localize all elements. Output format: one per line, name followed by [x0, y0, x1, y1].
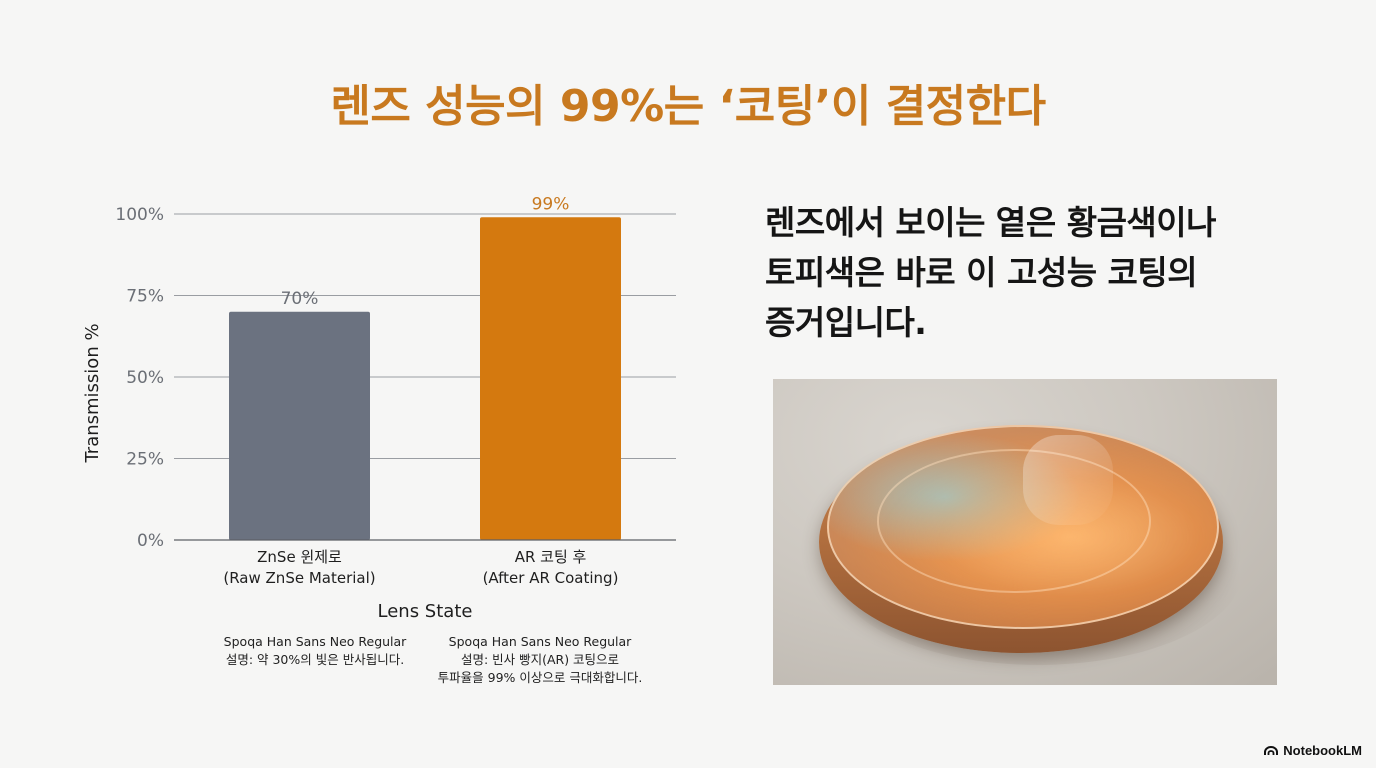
- lens-glare: [1023, 435, 1113, 525]
- y-tick-label: 25%: [126, 450, 164, 470]
- y-tick-label: 75%: [126, 287, 164, 307]
- note-line: 설명: 약 30%의 빛은 반사됩니다.: [225, 652, 405, 667]
- side-statement-line: 토피색은 바로 이 고성능 코팅의: [765, 253, 1198, 292]
- side-statement: 렌즈에서 보이는 옅은 황금색이나 토피색은 바로 이 고성능 코팅의 증거입니…: [765, 198, 1325, 348]
- bar-note-coated: Spoqa Han Sans Neo Regular 설명: 빈사 빵지(AR)…: [410, 633, 670, 687]
- lens-inner-ring: [877, 449, 1151, 593]
- x-tick-label: AR 코팅 후: [515, 548, 587, 566]
- slide-title: 렌즈 성능의 99%는 ‘코팅’이 결정한다: [330, 81, 1046, 132]
- bar: [480, 217, 621, 540]
- y-tick-label: 100%: [115, 205, 164, 225]
- note-line: 투파율을 99% 이상으로 극대화합니다.: [437, 670, 643, 685]
- side-statement-line: 렌즈에서 보이는 옅은 황금색이나: [765, 203, 1217, 242]
- x-axis-title: Lens State: [378, 601, 473, 622]
- x-tick-label: ZnSe 윈제로: [257, 548, 342, 566]
- bar-note-raw: Spoqa Han Sans Neo Regular 설명: 약 30%의 빛은…: [200, 633, 430, 669]
- data-label: 99%: [532, 194, 570, 214]
- side-statement-line: 증거입니다.: [765, 303, 927, 342]
- brand-name: NotebookLM: [1283, 743, 1362, 758]
- notebooklm-logo-icon: [1264, 745, 1279, 755]
- bar: [229, 311, 370, 540]
- x-tick-label: (Raw ZnSe Material): [223, 569, 375, 587]
- y-tick-label: 50%: [126, 368, 164, 388]
- brand-badge: NotebookLM: [1264, 743, 1362, 758]
- y-axis-title: Transmission %: [82, 323, 103, 463]
- x-tick-label: (After AR Coating): [483, 569, 619, 587]
- note-font-label: Spoqa Han Sans Neo Regular: [223, 634, 407, 649]
- note-line: 설명: 빈사 빵지(AR) 코팅으로: [460, 652, 620, 667]
- y-tick-label: 0%: [137, 531, 164, 551]
- note-font-label: Spoqa Han Sans Neo Regular: [448, 634, 632, 649]
- lens-photo: [773, 379, 1277, 685]
- bar-chart: 0% 25% 50% 75% 100% 70% ZnSe 윈제로 (Raw ZnSe Mate…: [82, 194, 676, 622]
- data-label: 70%: [281, 289, 319, 309]
